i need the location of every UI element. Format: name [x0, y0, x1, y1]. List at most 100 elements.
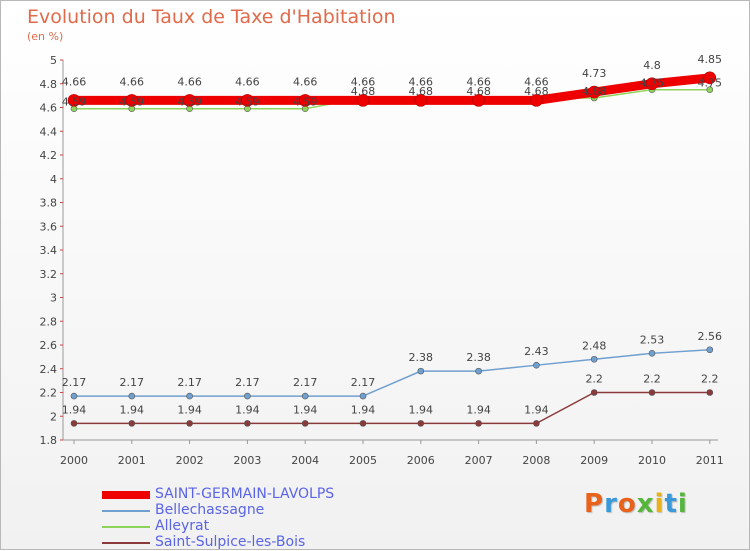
data-point: [356, 94, 370, 107]
data-point: [70, 420, 78, 427]
data-label: 4.85: [698, 53, 723, 66]
x-tick-label: 2010: [638, 454, 666, 467]
data-label: 2.17: [235, 376, 260, 389]
data-label: 4.75: [698, 77, 723, 90]
data-label: 2.2: [643, 373, 661, 386]
data-point: [475, 420, 482, 427]
legend-swatch: [102, 491, 150, 499]
data-point: [244, 420, 251, 427]
data-point: [417, 367, 425, 375]
data-point: [359, 420, 367, 427]
data-point: [533, 361, 540, 369]
data-point: [706, 86, 714, 93]
data-label: 1.94: [293, 403, 318, 416]
legend-label: Saint-Sulpice-les-Bois: [155, 534, 306, 550]
data-label: 2.17: [351, 376, 376, 389]
x-tick-label: 2007: [465, 454, 493, 467]
data-label: 4.66: [409, 75, 434, 88]
data-point: [533, 420, 540, 427]
x-tick-label: 2004: [291, 454, 319, 467]
data-label: 4.68: [582, 85, 607, 98]
proxiti-logo: Proxiti: [584, 489, 688, 519]
y-tick-label: 4.4: [40, 125, 58, 138]
data-point: [587, 85, 601, 99]
data-label: 2.2: [585, 373, 603, 386]
x-tick-label: 2006: [407, 454, 435, 467]
data-label: 1.94: [466, 403, 491, 416]
data-label: 2.17: [293, 376, 318, 389]
data-label: 1.94: [177, 403, 202, 416]
data-point: [125, 94, 139, 107]
legend-label: Bellechassagne: [155, 502, 265, 518]
data-point: [648, 350, 656, 357]
data-point: [417, 420, 425, 427]
x-tick-label: 2005: [349, 454, 377, 467]
series-line-3: [73, 391, 711, 425]
y-tick-label: 2.6: [40, 339, 58, 352]
y-tick-label: 3.6: [40, 220, 58, 233]
legend-label: Alleyrat: [155, 518, 210, 534]
x-tick-label: 2003: [233, 454, 261, 467]
x-tick-label: 2009: [580, 454, 608, 467]
data-label: 2.53: [640, 333, 665, 346]
x-tick-label: 2002: [176, 454, 204, 467]
x-tick-label: 2000: [60, 454, 88, 467]
data-point: [241, 94, 254, 107]
data-label: 4.66: [466, 75, 491, 88]
data-point: [67, 94, 81, 107]
data-point: [472, 94, 485, 107]
data-label: 4.59: [293, 96, 318, 109]
data-point: [645, 77, 659, 91]
chart-unit: (en %): [27, 30, 64, 43]
data-label: 1.94: [351, 403, 376, 416]
data-label: 2.17: [120, 376, 145, 389]
data-label: 2.17: [177, 376, 202, 389]
data-label: 1.94: [524, 403, 549, 416]
data-point: [414, 94, 428, 107]
data-point: [301, 420, 309, 427]
data-point: [706, 389, 714, 396]
y-tick-label: 3.2: [40, 268, 58, 281]
x-tick-label: 2011: [696, 454, 724, 467]
data-point: [301, 392, 309, 400]
data-point: [128, 420, 136, 427]
data-point: [648, 389, 656, 396]
y-tick-label: 2.2: [40, 387, 58, 400]
data-label: 1.94: [409, 403, 434, 416]
data-point: [70, 392, 78, 400]
y-tick-label: 4.8: [40, 78, 58, 91]
data-point: [183, 94, 196, 107]
data-point: [703, 71, 717, 85]
y-tick-label: 2.8: [40, 315, 58, 328]
data-label: 4.68: [351, 85, 376, 98]
data-label: 4.66: [351, 75, 376, 88]
chart-series: [67, 71, 717, 427]
data-label: 4.59: [62, 96, 87, 109]
data-point: [590, 355, 598, 363]
y-tick-label: 4: [50, 173, 57, 186]
data-point: [706, 346, 714, 354]
x-tick-label: 2001: [118, 454, 146, 467]
data-point: [186, 392, 193, 400]
data-label: 1.94: [235, 403, 260, 416]
data-label: 4.59: [177, 96, 202, 109]
data-label: 4.66: [62, 75, 87, 88]
data-label: 2.48: [582, 339, 607, 352]
data-point: [244, 392, 251, 400]
data-label: 4.66: [524, 75, 549, 88]
y-tick-label: 4.2: [40, 149, 58, 162]
data-label: 1.94: [120, 403, 145, 416]
data-label: 4.66: [235, 75, 260, 88]
y-tick-label: 4.6: [40, 102, 58, 115]
y-tick-label: 2.4: [40, 363, 58, 376]
y-tick-label: 2: [50, 410, 57, 423]
series-line-1: [73, 349, 711, 397]
data-label: 4.66: [293, 75, 318, 88]
x-tick-label: 2008: [522, 454, 550, 467]
data-label: 4.68: [524, 85, 549, 98]
data-point: [186, 420, 193, 427]
data-point: [475, 367, 482, 375]
legend-swatch: [102, 526, 150, 528]
data-label: 4.75: [640, 77, 665, 90]
series-line-0: [69, 73, 715, 105]
